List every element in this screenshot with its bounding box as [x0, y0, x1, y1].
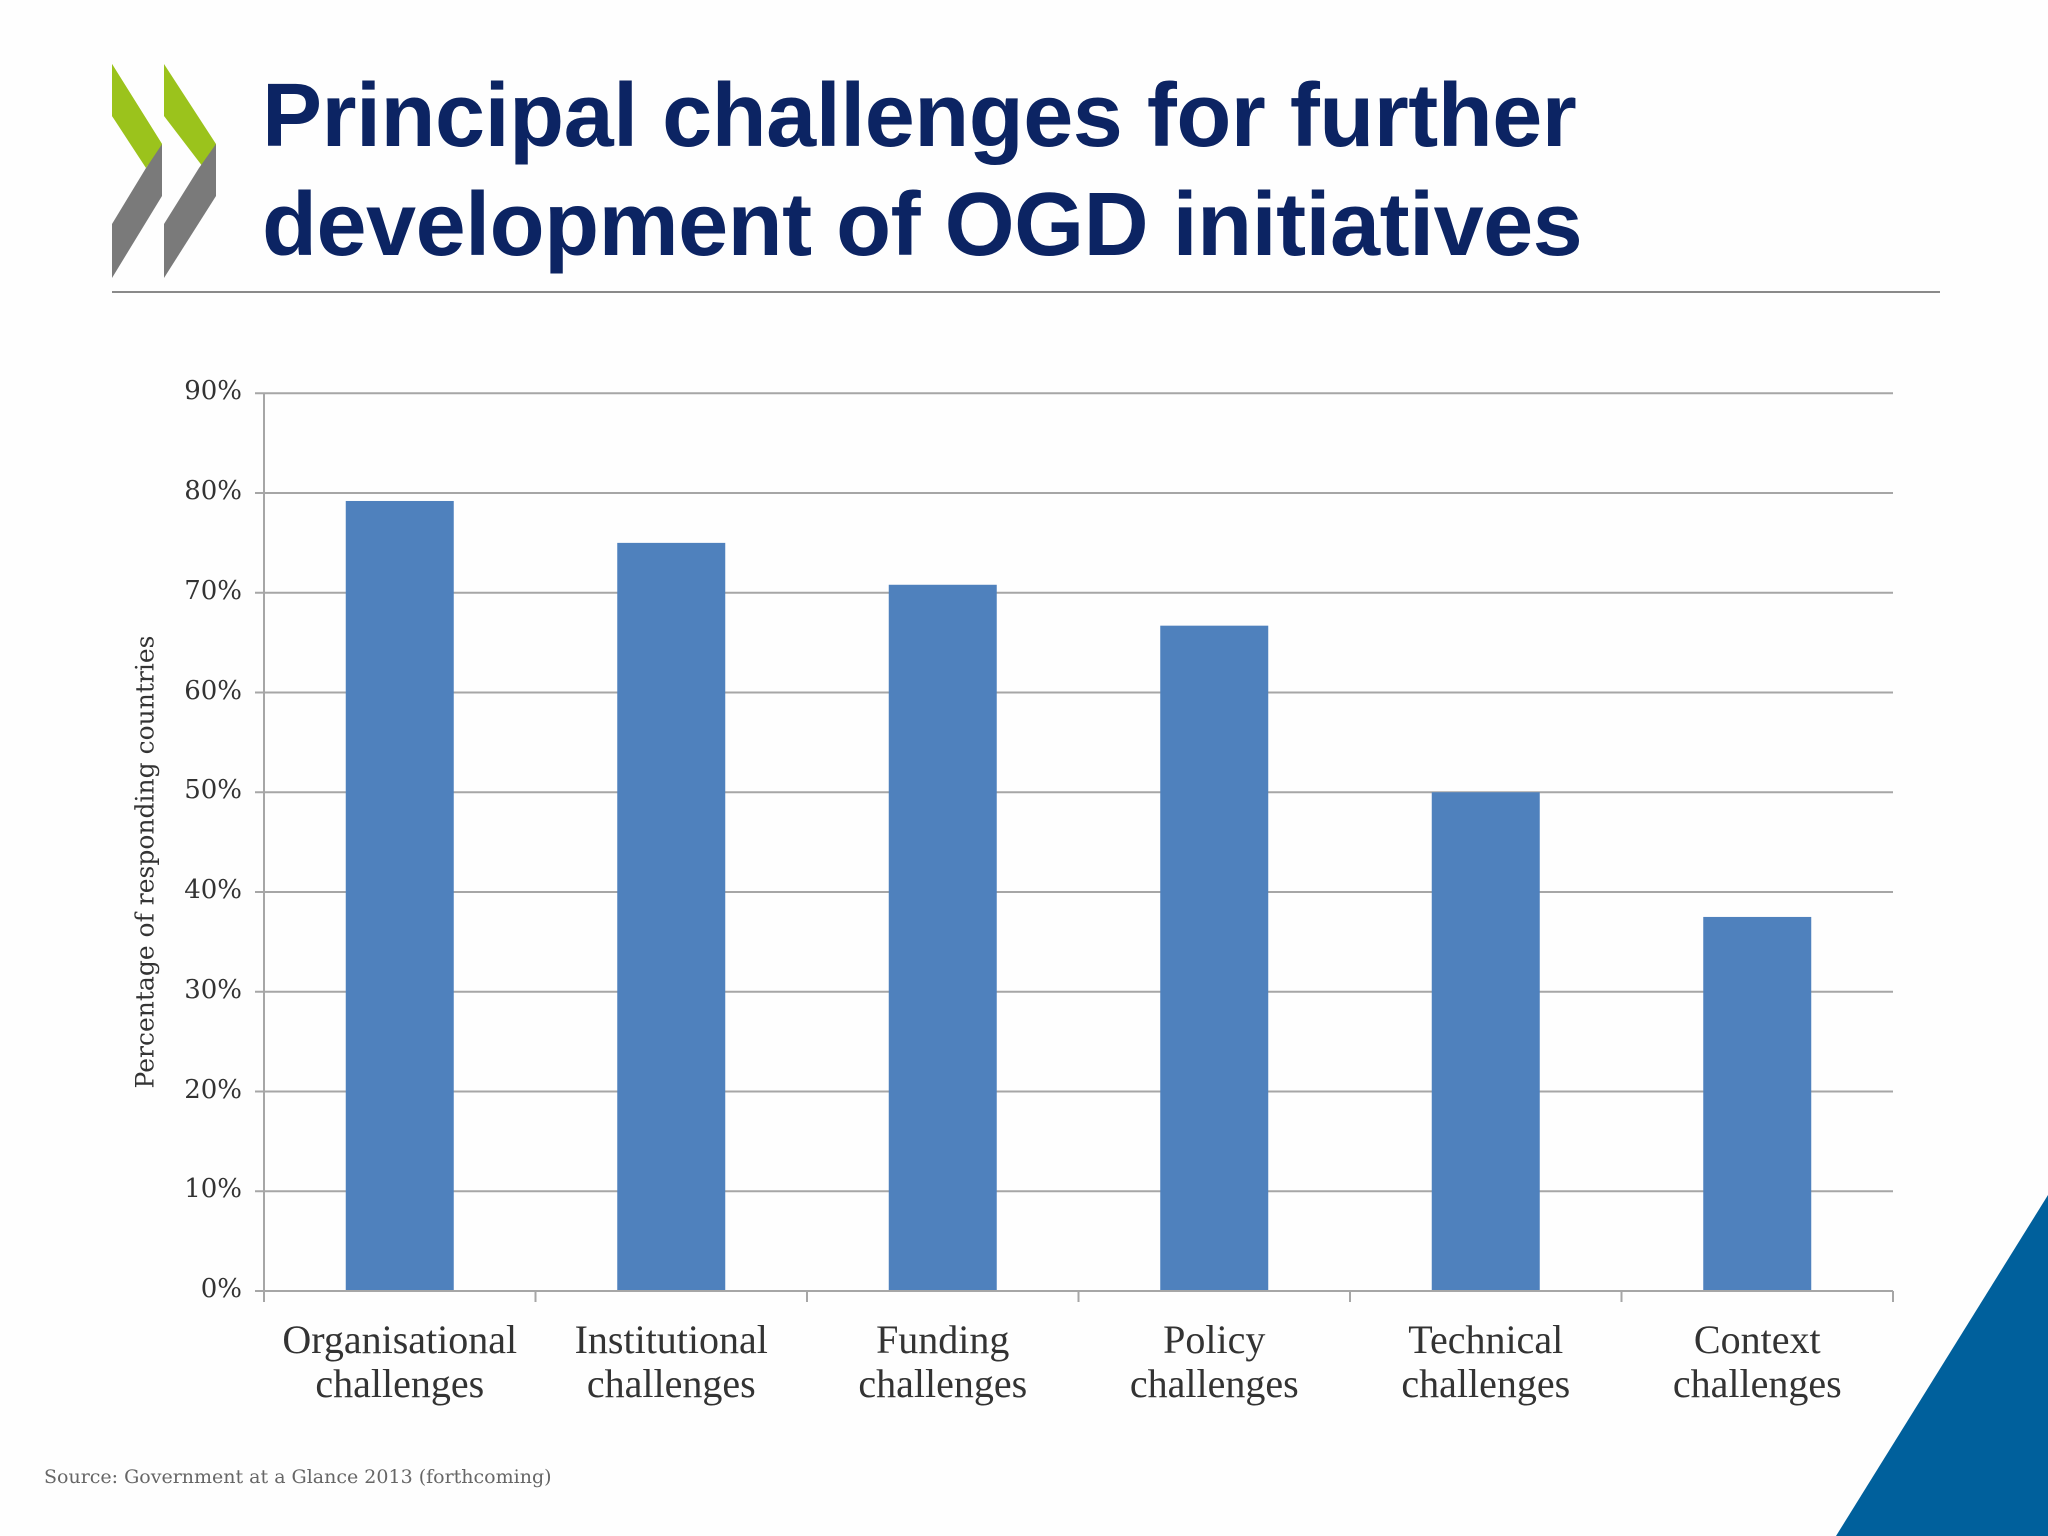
slide-title: Principal challenges for further develop… — [262, 62, 1583, 280]
y-tick-label: 90% — [184, 376, 242, 407]
y-tick-label: 40% — [184, 875, 242, 905]
y-tick-label: 10% — [184, 1174, 242, 1205]
y-tick-label: 20% — [184, 1074, 242, 1105]
y-tick-label: 60% — [184, 675, 242, 706]
bar-context-challenges — [1703, 916, 1812, 1291]
title-divider — [112, 291, 1940, 293]
source-note: Source: Government at a Glance 2013 (for… — [44, 1466, 552, 1488]
title-line-1: Principal challenges for further — [262, 66, 1577, 166]
bar-technical-challenges — [1431, 792, 1540, 1291]
y-tick-label: 30% — [184, 974, 242, 1005]
y-tick-label: 0% — [200, 1274, 242, 1304]
x-category-label: Organisational challenges — [282, 1317, 518, 1406]
x-category-label: Institutional challenges — [574, 1317, 768, 1406]
y-axis-label: Percentage of responding countries — [130, 635, 160, 1089]
x-category-label: Technical challenges — [1401, 1317, 1571, 1406]
x-category-label: Policy challenges — [1129, 1317, 1299, 1406]
bar-policy-challenges — [1160, 625, 1269, 1291]
oecd-logo-icon — [112, 64, 216, 278]
bar-organisational-challenges — [345, 500, 454, 1292]
corner-triangle-decoration — [1836, 1195, 2048, 1536]
y-tick-label: 50% — [184, 775, 242, 806]
bar-funding-challenges — [888, 584, 997, 1291]
title-line-2: development of OGD initiatives — [262, 175, 1583, 275]
x-category-label: Context challenges — [1672, 1317, 1842, 1406]
bar-institutional-challenges — [617, 542, 726, 1291]
y-tick-label: 70% — [184, 575, 242, 606]
y-tick-label: 80% — [184, 476, 242, 506]
x-category-label: Funding challenges — [858, 1317, 1028, 1406]
